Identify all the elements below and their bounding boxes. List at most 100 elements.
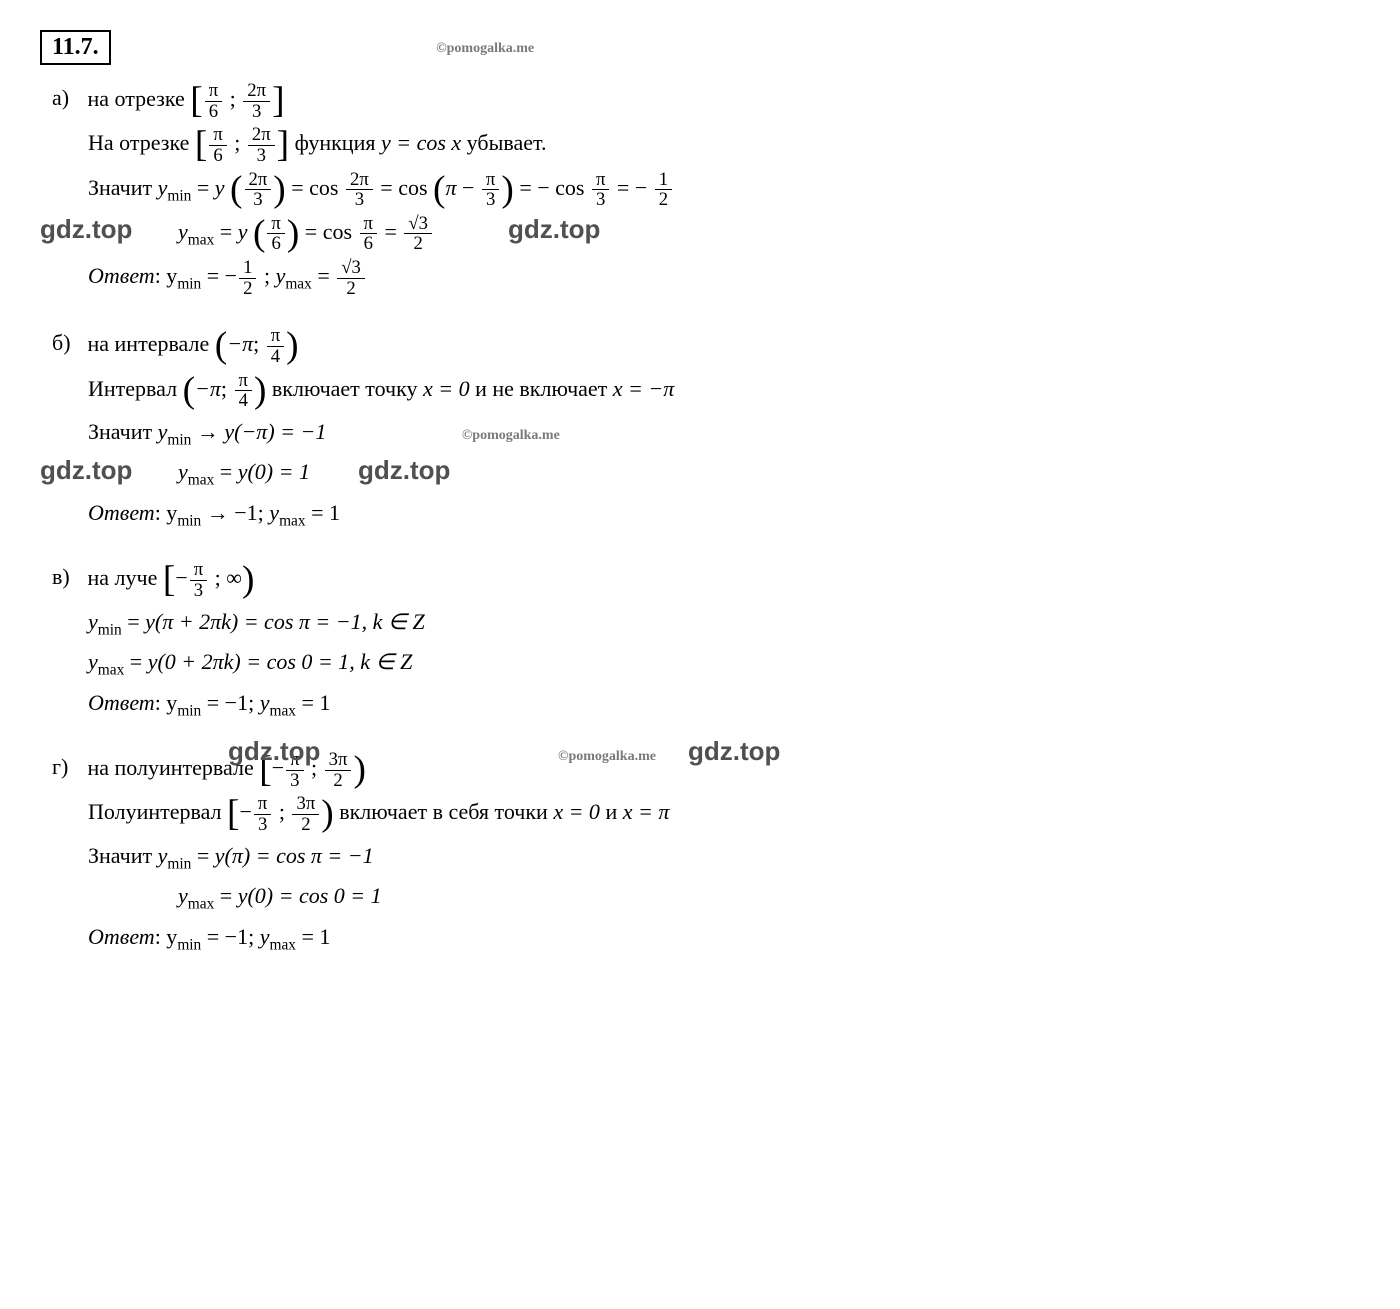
part-a-label: а) — [52, 81, 82, 114]
sep: ; — [273, 799, 290, 824]
text: : y — [155, 924, 178, 949]
part-d-line2: Полуинтервал [−π3 ; 3π2) включает в себя… — [88, 794, 1360, 834]
answer-label: Ответ — [88, 263, 155, 288]
paren: ) — [501, 169, 513, 210]
paren: ( — [230, 169, 242, 210]
expr: y(−π) = −1 — [224, 419, 326, 444]
sub-max: max — [269, 702, 296, 719]
eq: = — [220, 219, 238, 244]
paren: ( — [433, 169, 445, 210]
sub-min: min — [167, 855, 191, 872]
watermark-pomogalka: ©pomogalka.me — [436, 41, 534, 57]
part-a-line4: gdz.top ymax = y (π6) = cos π6 = √32 gdz… — [88, 214, 1360, 254]
sub-max: max — [98, 661, 125, 678]
eq: = − — [617, 175, 647, 200]
sub-min: min — [177, 512, 201, 529]
frac-pi3: π3 — [254, 794, 271, 834]
expr: y(0) = 1 — [238, 459, 310, 484]
problem-number: 11.7. — [40, 30, 111, 65]
eq: = — [127, 609, 145, 634]
part-d-line3: Значит ymin = y(π) = cos π = −1 — [88, 839, 1360, 876]
sub-max: max — [188, 231, 215, 248]
sep: ; — [209, 565, 226, 590]
part-b-line2: Интервал (−π; π4) включает точку x = 0 и… — [88, 371, 1360, 411]
sep: ; — [224, 86, 241, 111]
watermark-gdz: gdz.top — [40, 210, 132, 249]
sub-min: min — [177, 702, 201, 719]
frac-half: 12 — [239, 258, 256, 298]
frac-2pi3: 2π3 — [245, 170, 272, 210]
frac-pi3: π3 — [592, 170, 609, 210]
part-c-line2: ymin = y(π + 2πk) = cos π = −1, k ∈ Z — [88, 605, 1360, 642]
bracket: [ — [190, 80, 202, 121]
eq: = — [291, 175, 309, 200]
sub-min: min — [177, 936, 201, 953]
sep: ; — [253, 331, 265, 356]
val: = −1; — [207, 690, 260, 715]
ymax: y — [178, 459, 188, 484]
frac-pi6: π6 — [267, 214, 284, 254]
frac-pi3: π3 — [190, 560, 207, 600]
part-b-line3: Значит ymin → y(−π) = −1 ©pomogalka.me — [88, 415, 1360, 452]
part-d-line1: gdz.top ©pomogalka.me gdz.top г) на полу… — [88, 750, 1360, 790]
and: и — [605, 799, 622, 824]
bracket: [ — [195, 124, 207, 165]
paren: ( — [253, 213, 265, 254]
part-a-line2: На отрезке [π6 ; 2π3] функция y = cos x … — [88, 125, 1360, 165]
part-d-line4: ymax = y(0) = cos 0 = 1 — [88, 879, 1360, 916]
text: : y — [155, 263, 178, 288]
part-a-answer: Ответ: ymin = −12 ; ymax = √32 — [88, 258, 1360, 298]
neg: = − — [519, 175, 549, 200]
eq: = — [220, 883, 238, 908]
part-a-line1: а) на отрезке [π6 ; 2π3] — [88, 81, 1360, 121]
sub-max: max — [188, 895, 215, 912]
paren: ) — [242, 559, 254, 600]
part-a: а) на отрезке [π6 ; 2π3] На отрезке [π6 … — [88, 81, 1360, 298]
paren: ( — [215, 325, 227, 366]
eq: = — [384, 219, 402, 244]
bracket: [ — [227, 793, 239, 834]
sep: ; — [221, 376, 233, 401]
text: Интервал — [88, 376, 183, 401]
bracket: ] — [277, 124, 289, 165]
cos: cos — [309, 175, 338, 200]
frac-3pi2: 3π2 — [325, 750, 352, 790]
text: Полуинтервал — [88, 799, 227, 824]
frac-3pi2: 3π2 — [292, 794, 319, 834]
paren: ) — [273, 169, 285, 210]
part-a-line3: Значит ymin = y (2π3) = cos 2π3 = cos (π… — [88, 170, 1360, 210]
answer-label: Ответ — [88, 500, 155, 525]
frac-pi3: π3 — [482, 170, 499, 210]
part-d-label: г) — [52, 750, 82, 783]
paren: ) — [321, 793, 333, 834]
sub-min: min — [167, 431, 191, 448]
frac-2pi-3: 2π3 — [248, 125, 275, 165]
watermark-gdz: gdz.top — [358, 451, 450, 490]
ymin: y — [158, 419, 168, 444]
part-c-line1: в) на луче [−π3 ; ∞) — [88, 560, 1360, 600]
cos: cos — [323, 219, 352, 244]
ymax: y — [178, 883, 188, 908]
text: → −1; — [207, 500, 270, 525]
eq: = — [317, 263, 335, 288]
ymin: y — [158, 175, 168, 200]
ymin: y — [158, 843, 168, 868]
part-d-answer: Ответ: ymin = −1; ymax = 1 — [88, 920, 1360, 957]
val: = −1; — [207, 924, 260, 949]
sub-max: max — [279, 512, 306, 529]
func: y = cos x — [381, 130, 461, 155]
part-c: в) на луче [−π3 ; ∞) ymin = y(π + 2πk) =… — [88, 560, 1360, 722]
sep: ; — [264, 263, 276, 288]
sub-min: min — [167, 187, 191, 204]
ymax: y — [269, 500, 279, 525]
part-c-label: в) — [52, 560, 82, 593]
expr: y(0) = cos 0 = 1 — [238, 883, 382, 908]
watermark-gdz: gdz.top — [228, 732, 320, 771]
part-b-label: б) — [52, 326, 82, 359]
sub-min: min — [98, 621, 122, 638]
part-b-line1: б) на интервале (−π; π4) — [88, 326, 1360, 366]
arrow: → — [197, 419, 225, 444]
pi: π — [445, 175, 456, 200]
xpi: x = π — [623, 799, 670, 824]
paren: ) — [286, 325, 298, 366]
